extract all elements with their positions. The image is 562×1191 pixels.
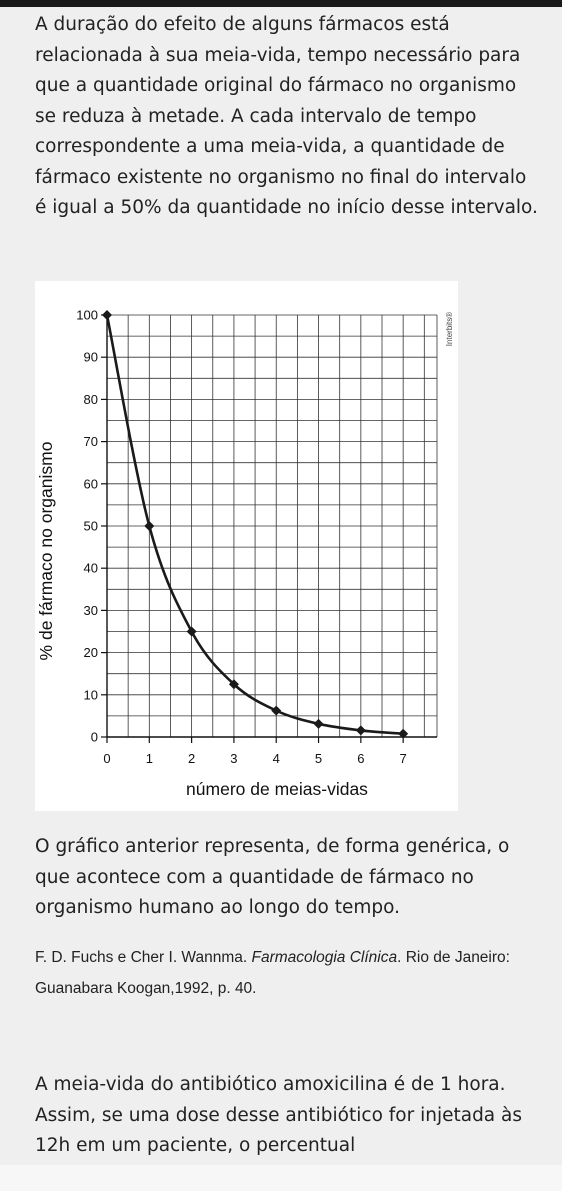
status-bar <box>0 0 562 7</box>
y-tick-label: 90 <box>84 350 98 365</box>
citation-book-title: Farmacologia Clínica <box>251 949 398 966</box>
question-paragraph: A meia-vida do antibiótico amoxicilina é… <box>35 1074 522 1156</box>
citation: F. D. Fuchs e Cher I. Wannma. Farmacolog… <box>35 942 545 1004</box>
answer-area <box>0 1165 562 1191</box>
x-tick-label: 5 <box>315 751 322 766</box>
y-tick-label: 0 <box>91 730 98 745</box>
y-tick-label: 100 <box>76 308 98 323</box>
data-point <box>186 626 197 637</box>
chart-svg: 0 10 20 30 40 50 60 70 80 90 100 0 1 2 3 4 5 6 7 número de … <box>36 308 454 800</box>
x-axis-title: número de meias-vidas <box>186 779 368 799</box>
y-tick-label: 50 <box>84 519 98 534</box>
y-tick-label: 30 <box>84 603 98 618</box>
y-tick-label: 80 <box>84 392 98 407</box>
x-tick-label: 6 <box>357 751 364 766</box>
intro-paragraph: A duração do efeito de alguns fármacos e… <box>35 14 538 218</box>
data-point <box>398 728 409 739</box>
y-tick-label: 10 <box>84 687 98 702</box>
y-tick-label: 60 <box>84 476 98 491</box>
description-paragraph: O gráfico anterior representa, de forma … <box>35 836 510 918</box>
x-tick-label: 2 <box>188 751 195 766</box>
data-point <box>355 725 366 736</box>
x-tick-label: 7 <box>400 751 407 766</box>
x-tick-label: 0 <box>103 751 110 766</box>
data-point <box>144 521 155 531</box>
y-axis-title: % de fármaco no organismo <box>36 442 56 661</box>
x-tick-label: 3 <box>230 751 237 766</box>
data-point <box>313 718 324 729</box>
y-tick-label: 70 <box>84 434 98 449</box>
data-point <box>271 705 282 716</box>
data-point <box>228 679 239 690</box>
citation-publisher: . Rio de Janeiro: Guanabara Koogan,1992,… <box>35 949 510 997</box>
x-tick-label: 4 <box>273 751 280 766</box>
y-tick-label: 40 <box>84 561 98 576</box>
citation-authors: F. D. Fuchs e Cher I. Wannma. <box>35 949 252 966</box>
y-tick-label: 20 <box>84 645 98 660</box>
x-tick-label: 1 <box>146 751 153 766</box>
data-point <box>102 310 112 320</box>
chart-credit: Interbits® <box>445 312 454 346</box>
half-life-chart: 0 10 20 30 40 50 60 70 80 90 100 0 1 2 3 4 5 6 7 número de … <box>35 281 458 811</box>
